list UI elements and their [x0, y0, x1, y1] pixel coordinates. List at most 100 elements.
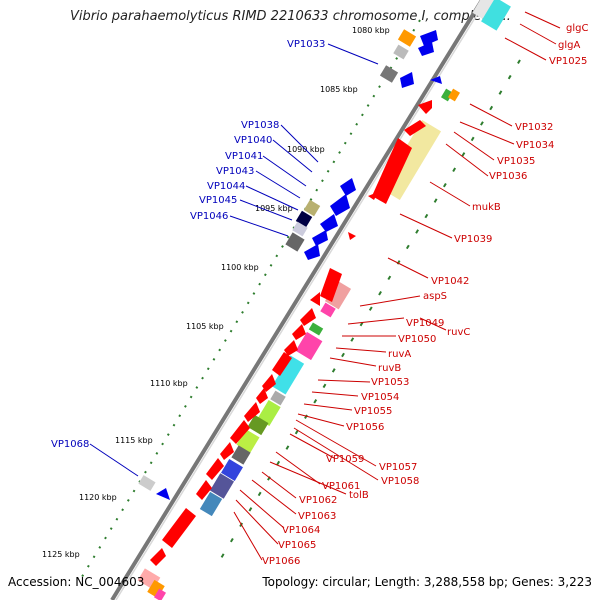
gene-label[interactable]: mukB: [472, 202, 501, 213]
gene-label[interactable]: VP1044: [207, 181, 245, 192]
gene-label[interactable]: VP1054: [361, 392, 399, 403]
gene-arrow: [162, 508, 196, 548]
leader-line: [329, 357, 377, 367]
gene-label[interactable]: VP1040: [234, 135, 272, 146]
gene-arrow: [320, 214, 338, 232]
leader-line: [504, 37, 547, 61]
gene-label[interactable]: VP1059: [326, 454, 364, 465]
tick-label: 1125 kbp: [42, 550, 80, 559]
feature-box: [221, 459, 243, 481]
map-title: Vibrio parahaemolyticus RIMD 2210633 chr…: [70, 9, 511, 24]
gene-label[interactable]: VP1049: [406, 318, 444, 329]
gene-arrow: [312, 230, 328, 246]
gene-label[interactable]: VP1053: [371, 377, 409, 388]
gene-label[interactable]: VP1036: [489, 171, 527, 182]
gene-label[interactable]: VP1056: [346, 422, 384, 433]
leader-line: [239, 489, 285, 529]
gene-arrow: [150, 548, 166, 566]
tick-label: 1115 kbp: [115, 436, 153, 445]
leader-line: [399, 213, 453, 239]
gene-label[interactable]: VP1041: [225, 151, 263, 162]
feature-box: [308, 322, 324, 336]
right-gene-labels: glgC glgA VP1025 VP1032 VP1034 VP1035 VP…: [262, 23, 588, 567]
leader-line: [280, 124, 319, 163]
gene-label[interactable]: VP1039: [454, 234, 492, 245]
leader-line: [524, 11, 561, 29]
feature-box: [440, 88, 454, 102]
leader-line: [289, 433, 335, 459]
leader-line: [297, 413, 345, 427]
gene-label[interactable]: VP1061: [322, 481, 360, 492]
gene-label[interactable]: VP1046: [190, 211, 228, 222]
feature-box: [393, 44, 409, 60]
gene-label[interactable]: VP1050: [398, 334, 436, 345]
gene-label[interactable]: VP1065: [278, 540, 316, 551]
gene-label[interactable]: VP1063: [298, 511, 336, 522]
forward-genes: [150, 100, 432, 566]
gene-label[interactable]: glgC: [566, 23, 588, 34]
leader-line: [251, 479, 297, 515]
gene-label[interactable]: VP1055: [354, 406, 392, 417]
leader-line: [347, 317, 405, 325]
leader-line: [239, 199, 293, 221]
feature-box: [231, 445, 251, 465]
gene-label[interactable]: VP1042: [431, 276, 469, 287]
gene-arrow: [196, 480, 212, 500]
gene-label[interactable]: VP1033: [287, 39, 325, 50]
feature-box: [324, 280, 352, 310]
gene-label[interactable]: VP1045: [199, 195, 237, 206]
gene-label[interactable]: VP1058: [381, 476, 419, 487]
gene-arrow: [348, 232, 356, 240]
leader-line: [295, 419, 377, 467]
gene-arrow: [320, 268, 342, 302]
leader-line: [272, 139, 313, 173]
gene-label[interactable]: tolB: [349, 490, 369, 501]
leader-line: [235, 499, 279, 545]
leader-line: [269, 461, 347, 495]
leader-line: [429, 181, 471, 207]
gene-label[interactable]: VP1038: [241, 120, 279, 131]
feature-box: [295, 331, 323, 361]
tick-label: 1110 kbp: [150, 379, 188, 388]
gene-label[interactable]: ruvB: [378, 363, 401, 374]
feature-box: [481, 0, 511, 31]
leader-line: [311, 391, 359, 397]
feature-box: [153, 588, 167, 600]
gene-arrow: [404, 120, 426, 136]
reverse-genes: [156, 30, 442, 500]
gene-label[interactable]: ruvA: [388, 349, 411, 360]
feature-box: [303, 199, 321, 217]
gene-label[interactable]: aspS: [423, 291, 447, 302]
feature-box: [285, 232, 305, 252]
gene-label[interactable]: glgA: [558, 40, 580, 51]
gene-label[interactable]: VP1043: [216, 166, 254, 177]
gene-label[interactable]: VP1034: [516, 140, 554, 151]
gene-label[interactable]: VP1057: [379, 462, 417, 473]
gene-label[interactable]: ruvC: [447, 327, 470, 338]
gene-label[interactable]: VP1032: [515, 122, 553, 133]
leader-line: [359, 295, 421, 307]
leader-line: [89, 443, 139, 477]
leader-line: [419, 317, 447, 331]
leader-line: [245, 185, 299, 211]
gene-arrow: [418, 42, 434, 56]
gene-arrow: [330, 194, 350, 216]
feature-box: [147, 579, 165, 599]
gene-arrow: [304, 244, 320, 260]
feature-box: [270, 390, 286, 406]
leader-line: [262, 155, 307, 187]
gene-label[interactable]: VP1035: [497, 156, 535, 167]
leader-line: [255, 170, 301, 199]
gene-label[interactable]: VP1066: [262, 556, 300, 567]
gene-arrow: [156, 488, 170, 500]
gene-label[interactable]: VP1068: [51, 439, 89, 450]
feature-box: [138, 475, 156, 491]
gene-label[interactable]: VP1064: [282, 525, 320, 536]
leader-line: [275, 451, 321, 485]
feature-box: [247, 414, 269, 436]
leader-line: [469, 103, 513, 127]
gene-label[interactable]: VP1062: [299, 495, 337, 506]
gene-label[interactable]: VP1025: [549, 56, 587, 67]
leader-line: [317, 379, 371, 383]
gene-arrow: [372, 138, 412, 204]
